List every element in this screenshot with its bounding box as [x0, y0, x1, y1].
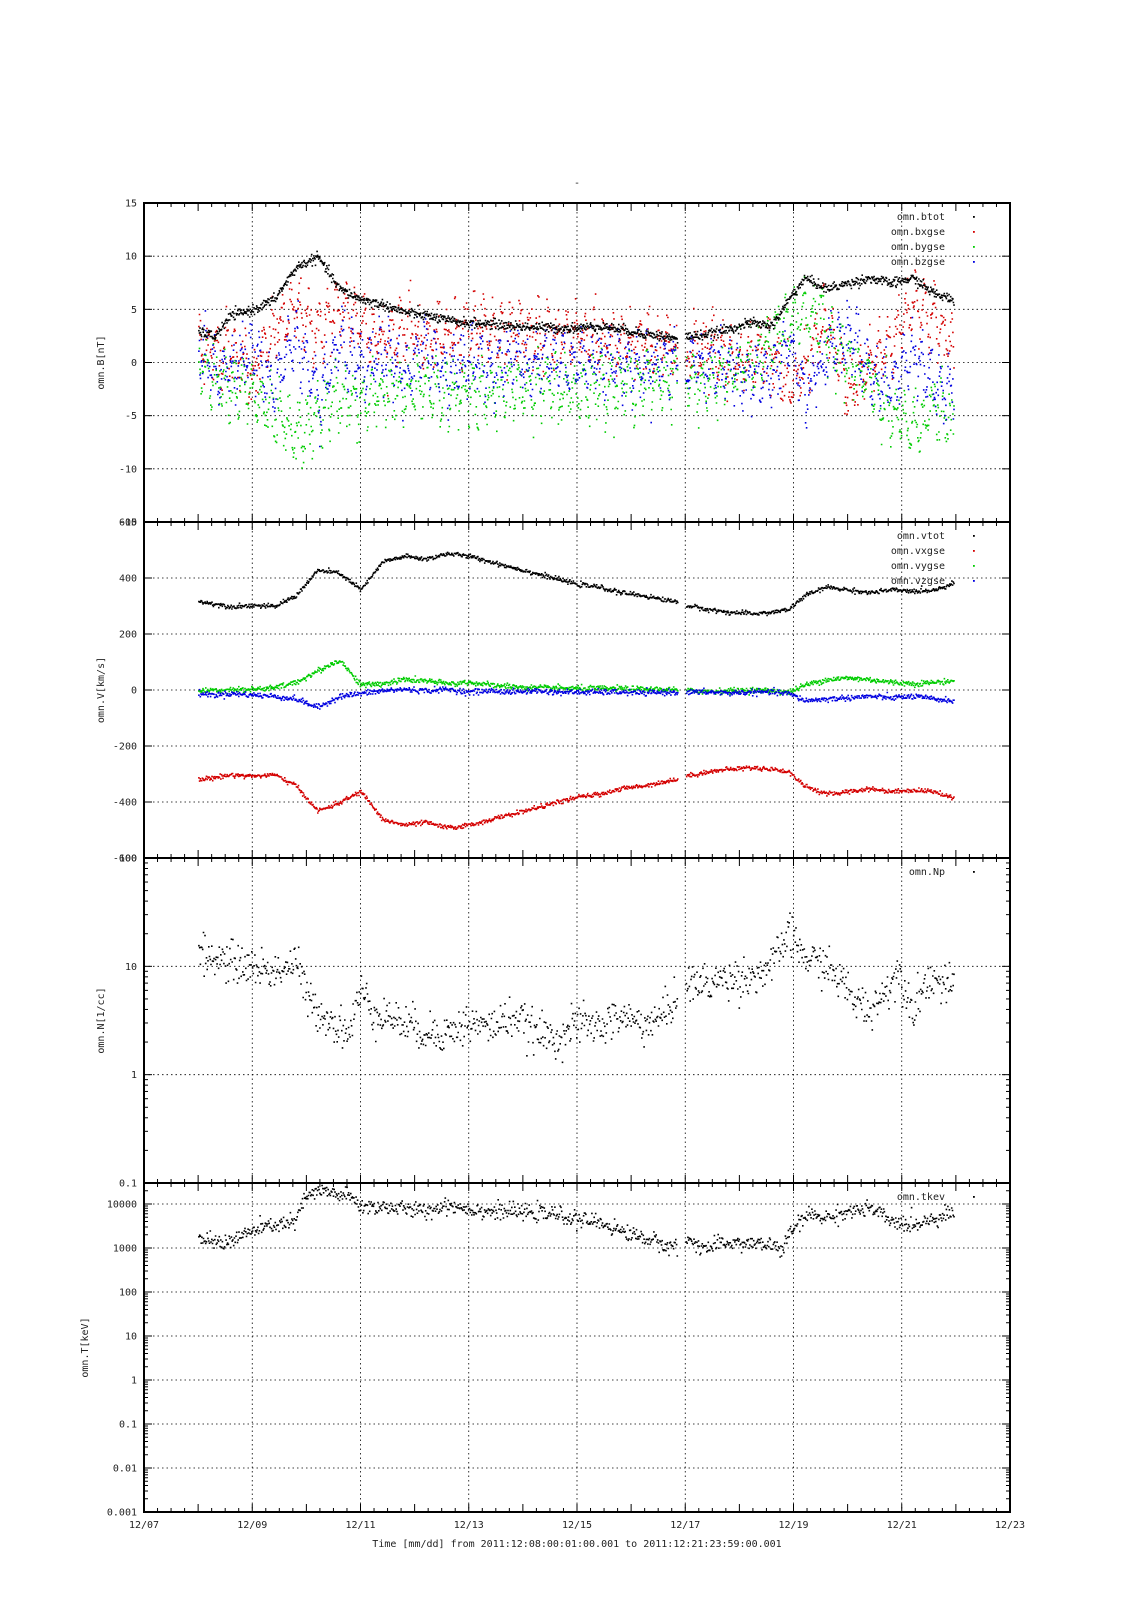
y-tick-label: 0	[131, 686, 137, 697]
y-tick-label: -600	[113, 854, 137, 865]
y-tick-label: 10000	[107, 1199, 137, 1210]
legend-marker	[973, 246, 975, 248]
x-tick-label: 12/21	[887, 1520, 917, 1531]
legend-label: omn.Np	[909, 867, 945, 878]
series-points	[198, 299, 955, 448]
legend-marker	[973, 871, 975, 873]
y-tick-label: 0.001	[107, 1508, 137, 1519]
legend-marker	[973, 550, 975, 552]
x-tick-label: 12/23	[995, 1520, 1025, 1531]
y-tick-label: 15	[125, 199, 137, 210]
panel-t: 0.001 0.01 0.1 1 10 100 1000 10000 omn.T[keV] omn…	[80, 1182, 1011, 1519]
x-tick-label: 12/09	[237, 1520, 267, 1531]
series-points	[198, 765, 955, 830]
legend-label: omn.vxgse	[891, 546, 945, 557]
grid-b	[144, 203, 1010, 522]
y-tick-label: -200	[113, 742, 137, 753]
legend-label: omn.bzgse	[891, 257, 945, 268]
legend-marker	[973, 216, 975, 218]
series-points	[198, 685, 955, 710]
legend-label: omn.bxgse	[891, 227, 945, 238]
legend-b: omn.btot omn.bxgse omn.bygse omn.bzgse	[891, 212, 975, 268]
x-axis-label: Time [mm/dd] from 2011:12:08:00:01:00.00…	[372, 1539, 781, 1550]
y-tick-label: -15	[119, 518, 137, 529]
legend-marker	[973, 565, 975, 567]
legend-label: omn.btot	[897, 212, 945, 223]
y-tick-label: 0.01	[113, 1463, 137, 1474]
y-tick-label: 100	[119, 1287, 137, 1298]
series-points	[198, 276, 955, 469]
y-tick-label: 400	[119, 574, 137, 585]
legend-marker	[973, 535, 975, 537]
panels: -15-10-5051015omn.B[nT]omn.btotomn.bxgse…	[80, 199, 1011, 1519]
y-tick-label: 600	[119, 518, 137, 529]
x-tick-label: 12/15	[562, 1520, 592, 1531]
x-tick-label: 12/07	[129, 1520, 159, 1531]
legend-t: omn.tkev	[897, 1192, 975, 1203]
y-tick-label: 100	[119, 854, 137, 865]
y-tick-label: 0	[131, 358, 137, 369]
y-tick-label: -10	[119, 464, 137, 475]
x-tick-label: 12/11	[345, 1520, 375, 1531]
y-tick-label: 10	[125, 1331, 137, 1342]
series-points	[198, 551, 955, 617]
y-axis-label: omn.V[km/s]	[96, 657, 107, 723]
y-tick-label: 1000	[113, 1243, 137, 1254]
y-axis-label: omn.B[nT]	[96, 335, 107, 389]
legend-label: omn.tkev	[897, 1192, 945, 1203]
series-omn.vtot	[198, 551, 955, 617]
y-tick-label: 1	[131, 1375, 137, 1386]
panel-v: -600 -400 -200 0 200 400 600 omn.V[km/s] omn.vto…	[96, 518, 1011, 865]
series-omn.vxgse	[198, 765, 955, 830]
legend-n: omn.Np	[909, 867, 975, 878]
legend-marker	[973, 261, 975, 263]
shared-x-axis: 12/07 12/09 12/11 12/13 12/15 12/17 12/19 12/21…	[129, 1520, 1025, 1531]
y-tick-label: 0.1	[119, 1419, 137, 1430]
legend-marker	[973, 580, 975, 582]
legend-label: omn.vygse	[891, 561, 945, 572]
y-tick-label: 1	[131, 1070, 137, 1081]
series-points	[198, 660, 955, 696]
grid-t	[144, 1183, 1010, 1512]
y-axis-label: omn.N[1/cc]	[96, 987, 107, 1053]
y-tick-label: 5	[131, 305, 137, 316]
y-tick-label: -5	[125, 411, 137, 422]
legend-label: omn.vzgse	[891, 576, 945, 587]
y-axis-label: omn.T[keV]	[80, 1317, 91, 1377]
panel-frame	[143, 1182, 1011, 1513]
legend-label: omn.bygse	[891, 242, 945, 253]
legend-label: omn.vtot	[897, 531, 945, 542]
y-tick-label: 200	[119, 630, 137, 641]
panel-n: 0.1 1 10 100 omn.N[1/cc] omn.Np	[96, 854, 1011, 1190]
series-omn.vzgse	[198, 685, 955, 710]
y-tick-label: 10	[125, 252, 137, 263]
x-tick-label: 12/13	[454, 1520, 484, 1531]
figure-title: -	[574, 178, 580, 189]
x-tick-label: 12/17	[670, 1520, 700, 1531]
legend-v: omn.vtot omn.vxgse omn.vygse omn.vzgse	[891, 531, 975, 587]
y-tick-label: 10	[125, 962, 137, 973]
x-tick-label: 12/19	[778, 1520, 808, 1531]
series-omn.vygse	[198, 660, 955, 696]
grid-n	[144, 858, 1010, 1183]
legend-marker	[973, 1196, 975, 1198]
y-tick-label: 0.1	[119, 1179, 137, 1190]
series-omn.bzgse	[198, 299, 955, 448]
y-tick-label: -400	[113, 798, 137, 809]
legend-marker	[973, 231, 975, 233]
series-omn.bygse	[198, 276, 955, 469]
